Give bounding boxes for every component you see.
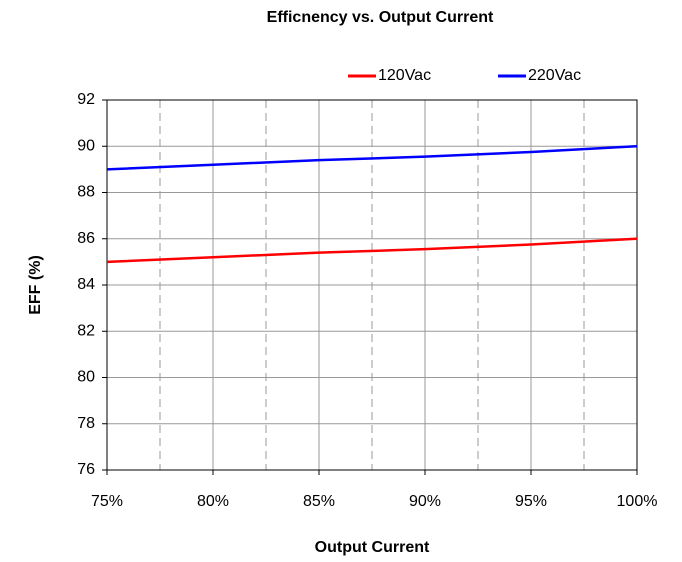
y-tick-label: 84 [77,276,95,293]
x-tick-label: 90% [409,493,441,510]
chart-title: Efficnency vs. Output Current [267,9,494,26]
series-line [106,145,638,171]
y-axis-label: EFF (%) [27,255,44,315]
y-tick-label: 86 [77,230,95,247]
x-axis-label: Output Current [315,539,430,556]
x-tick-label: 85% [303,493,335,510]
y-tick-label: 82 [77,322,95,339]
y-tick-label: 90 [77,137,95,154]
y-tick-label: 76 [77,461,95,478]
x-tick-label: 95% [515,493,547,510]
plot-frame [106,99,638,471]
x-tick-label: 100% [617,493,658,510]
x-tick-label: 75% [91,493,123,510]
y-tick-label: 92 [77,91,95,108]
y-tick-label: 80 [77,369,95,386]
series-line [106,237,638,264]
y-tick-label: 88 [77,184,95,201]
legend-label: 120Vac [378,67,431,84]
x-tick-label: 80% [197,493,229,510]
legend-label: 220Vac [528,67,581,84]
y-tick-label: 78 [77,415,95,432]
